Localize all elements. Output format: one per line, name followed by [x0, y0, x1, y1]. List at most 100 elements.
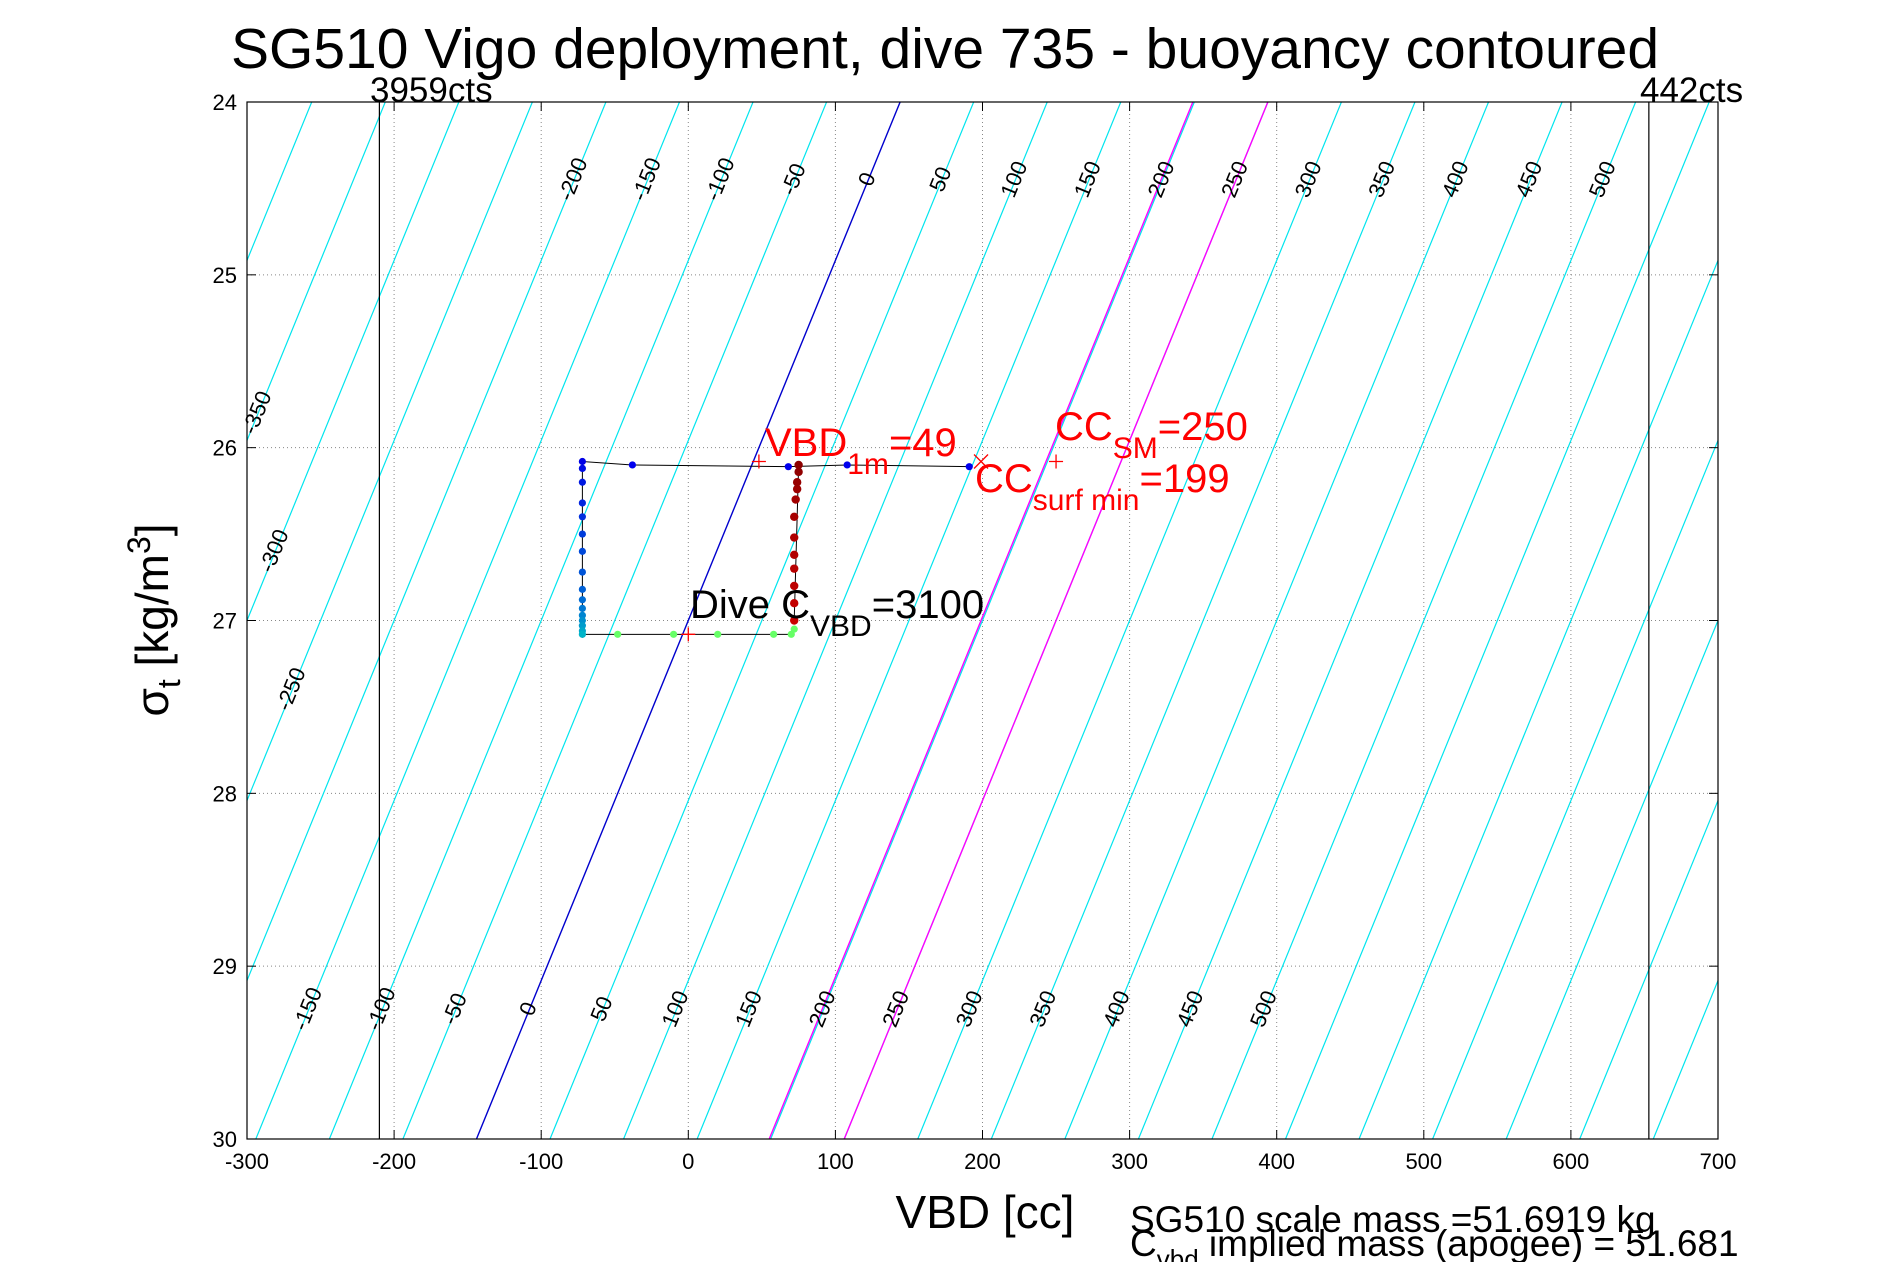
- descent-point: [578, 616, 586, 625]
- contour-line: [255, 102, 681, 1139]
- contour-label: 400: [1437, 157, 1474, 200]
- contour-label: -50: [776, 160, 811, 199]
- x-tick-label: 400: [1258, 1149, 1295, 1174]
- annotations: VBD1m=49 CCSM=250 CCsurf min=199: [765, 405, 1248, 517]
- descent-point: [578, 611, 586, 619]
- descent-point: [578, 499, 586, 507]
- x-tick-label: -100: [519, 1149, 563, 1174]
- descent-point: [578, 478, 586, 486]
- contour-label: 150: [1069, 157, 1106, 200]
- descent-point: [578, 585, 586, 593]
- chart-title: SG510 Vigo deployment, dive 735 - buoyan…: [231, 17, 1659, 81]
- ascent-point: [792, 478, 802, 487]
- contour-line: [328, 102, 754, 1139]
- contour-line: [475, 102, 901, 1139]
- y-tick-label: 28: [213, 781, 237, 806]
- contour-line: [247, 102, 533, 803]
- x-tick-label: 600: [1553, 1149, 1590, 1174]
- contour-label: -100: [700, 154, 740, 204]
- contour-line: [1432, 438, 1718, 1139]
- svg-text:σt [kg/m3]: σt [kg/m3]: [121, 523, 187, 716]
- y-tick-label: 27: [213, 609, 237, 634]
- contour-line: [247, 102, 386, 443]
- y-label-sub: t: [151, 679, 187, 688]
- descent-point: [578, 568, 586, 576]
- descent-point: [578, 596, 586, 604]
- contour-label: -200: [553, 154, 593, 204]
- contour-label: 100: [995, 157, 1032, 200]
- contour-label: 350: [1024, 987, 1061, 1030]
- contour-label: 250: [877, 987, 914, 1030]
- x-tick-label: -300: [225, 1149, 269, 1174]
- cc-sm-annotation: CCSM=250: [1055, 405, 1248, 465]
- contour-label: -250: [271, 664, 311, 714]
- descent-point: [578, 513, 586, 521]
- descent-point: [578, 622, 586, 630]
- ascent-point: [790, 533, 799, 542]
- contour-line: [1800, 102, 1891, 1139]
- x-tick-label: 0: [682, 1149, 694, 1174]
- plus-marker: [751, 454, 766, 469]
- descent-point: [578, 530, 586, 538]
- ascent-point: [790, 599, 799, 608]
- surface-point: [784, 463, 792, 471]
- surface-point: [628, 461, 637, 469]
- contour-line: [0, 102, 238, 1139]
- dive-cvbd-annotation: Dive CVBD=3100: [690, 583, 984, 643]
- x-tick-label: 100: [817, 1149, 854, 1174]
- contour-line: [1358, 258, 1718, 1139]
- ascent-point: [794, 460, 803, 470]
- y-axis-label: σt [kg/m3]: [121, 523, 187, 716]
- contour-line: [1652, 978, 1718, 1139]
- contour-label: 500: [1584, 157, 1621, 200]
- contour-label: 400: [1098, 987, 1135, 1030]
- y-tick-label: 25: [213, 263, 237, 288]
- x-tick-label: 700: [1700, 1149, 1737, 1174]
- highlight-contour-line: [768, 102, 1194, 1139]
- contour-label: -100: [361, 984, 401, 1034]
- y-axis-ticks: 24 25 26 27 28 29 30: [213, 90, 1718, 1152]
- descent-point: [578, 604, 586, 613]
- contour-line: [696, 102, 1122, 1139]
- apogee-point: [770, 630, 778, 638]
- contour-label: 450: [1510, 157, 1547, 200]
- contour-line: [1284, 102, 1710, 1139]
- vbd-1m-annotation: VBD1m=49: [765, 421, 957, 481]
- contour-label: -150: [287, 984, 327, 1034]
- y-tick-label: 26: [213, 436, 237, 461]
- footer-implied-mass: Cvbd implied mass (apogee) = 51.681: [1130, 1223, 1739, 1262]
- highlight-contour-line: [843, 102, 1269, 1139]
- contour-line: [1064, 102, 1490, 1139]
- dive-path-surface: [581, 460, 970, 638]
- y-label-end: ]: [126, 523, 178, 536]
- contour-line: [990, 102, 1416, 1139]
- contour-label: 300: [1290, 157, 1327, 200]
- contour-line: [1727, 102, 1891, 1139]
- contour-line: [1579, 798, 1718, 1139]
- apogee-point: [714, 630, 722, 638]
- apogee-point: [790, 625, 798, 633]
- contour-label: -150: [626, 154, 666, 204]
- ascent-point: [790, 564, 799, 573]
- contour-label: 200: [804, 987, 841, 1030]
- contour-line: [1211, 102, 1637, 1139]
- y-label-main: σ: [126, 688, 178, 716]
- ascent-point: [794, 467, 803, 477]
- ascent-point: [790, 581, 799, 591]
- contour-label: 350: [1363, 157, 1400, 200]
- apogee-point: [669, 630, 678, 638]
- ascent-point: [792, 484, 802, 494]
- y-tick-label: 30: [213, 1127, 237, 1152]
- x-marker: [973, 454, 989, 469]
- x-tick-label: 200: [964, 1149, 1001, 1174]
- y-tick-label: 29: [213, 954, 237, 979]
- x-tick-label: -200: [372, 1149, 416, 1174]
- cc-surf-min-annotation: CCsurf min=199: [975, 457, 1230, 517]
- contour-label: 300: [951, 987, 988, 1030]
- descent-point: [578, 457, 586, 466]
- vbd-limit-lines: [378, 102, 1650, 1139]
- contour-label: -300: [254, 526, 294, 576]
- contour-label: 0: [514, 998, 542, 1019]
- y-label-rest: [kg/m: [126, 554, 178, 679]
